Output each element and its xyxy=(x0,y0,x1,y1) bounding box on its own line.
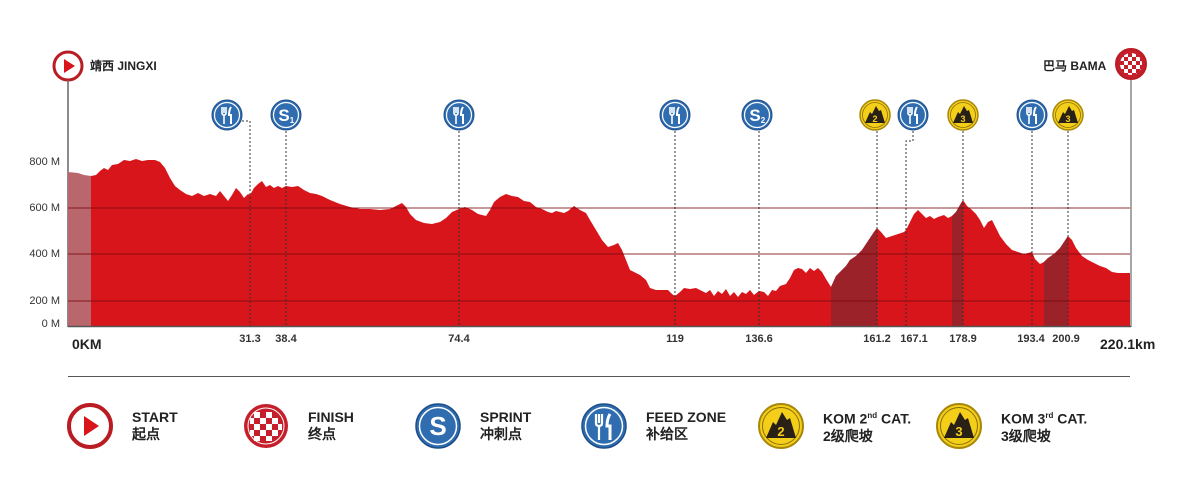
legend: START 起点 FINISH 终点 S SPRINT 冲刺点 xyxy=(66,398,1156,454)
sprint-s1-icon: S 1 xyxy=(270,99,302,131)
legend-kom2-cn: 2级爬坡 xyxy=(823,427,873,444)
svg-text:2: 2 xyxy=(777,424,784,439)
kom-2nd-cat-icon: 2 xyxy=(758,403,804,449)
climb-segment-kom2-161 xyxy=(831,228,877,326)
feed-zone-icon xyxy=(659,99,691,131)
kom-3rd-cat-icon: 3 xyxy=(947,99,979,131)
feed-zone-icon xyxy=(897,99,929,131)
legend-kom3-cn: 3级爬坡 xyxy=(1001,427,1051,444)
legend-kom3-en: KOM 3rd CAT. xyxy=(1001,410,1088,427)
x-marker-136: 136.6 xyxy=(745,333,773,345)
x-marker-167: 167.1 xyxy=(900,333,928,345)
feed-zone-icon xyxy=(1016,99,1048,131)
svg-text:S: S xyxy=(749,106,760,125)
feed-zone-icon xyxy=(211,99,243,131)
start-icon xyxy=(52,50,84,82)
neutral-zone xyxy=(68,172,91,326)
legend-feed-en: FEED ZONE xyxy=(646,409,727,425)
legend-finish-en: FINISH xyxy=(308,409,354,425)
x-marker-178: 178.9 xyxy=(949,333,977,345)
y-tick-400: 400 M xyxy=(29,248,60,260)
legend-kom-2nd: 2 KOM 2nd CAT. 2级爬坡 xyxy=(757,398,935,454)
x-marker-38: 38.4 xyxy=(275,333,297,345)
kom-3rd-cat-icon: 3 xyxy=(936,403,982,449)
svg-text:2: 2 xyxy=(761,116,766,125)
svg-text:S: S xyxy=(278,106,289,125)
svg-text:3: 3 xyxy=(1065,114,1070,124)
x-marker-31: 31.3 xyxy=(239,333,261,345)
legend-start-cn: 起点 xyxy=(132,426,160,442)
climb-segment-kom3-178 xyxy=(952,200,963,326)
x-marker-119: 119 xyxy=(666,333,684,345)
finish-flag-icon xyxy=(244,404,288,448)
x-end-label: 220.1km xyxy=(1100,336,1156,352)
legend-sprint: S SPRINT 冲刺点 xyxy=(414,398,580,454)
legend-divider xyxy=(68,376,1130,377)
svg-text:2: 2 xyxy=(872,114,877,124)
legend-start: START 起点 xyxy=(66,398,242,454)
legend-kom2-en: KOM 2nd CAT. xyxy=(823,410,912,427)
y-tick-0: 0 M xyxy=(41,318,60,330)
sprint-s2-icon: S 2 xyxy=(741,99,773,131)
climb-segment-kom3-200 xyxy=(1044,236,1068,326)
finish-flag-icon xyxy=(1115,48,1147,80)
legend-sprint-en: SPRINT xyxy=(480,409,532,425)
x-marker-193: 193.4 xyxy=(1017,333,1045,345)
svg-text:3: 3 xyxy=(960,114,965,124)
feed-zone-icon xyxy=(443,99,475,131)
kom-2nd-cat-icon: 2 xyxy=(859,99,891,131)
x-marker-74: 74.4 xyxy=(448,333,470,345)
svg-text:3: 3 xyxy=(955,424,962,439)
legend-finish-cn: 终点 xyxy=(308,426,336,442)
start-icon xyxy=(67,403,113,449)
elevation-profile-chart xyxy=(67,80,1132,328)
feed-zone-icon xyxy=(581,403,627,449)
x-marker-200: 200.9 xyxy=(1052,333,1080,345)
y-tick-600: 600 M xyxy=(29,202,60,214)
legend-kom-3rd: 3 KOM 3rd CAT. 3级爬坡 xyxy=(935,398,1125,454)
svg-text:1: 1 xyxy=(290,116,295,125)
legend-start-en: START xyxy=(132,409,178,425)
kom-3rd-cat-icon: 3 xyxy=(1052,99,1084,131)
svg-text:S: S xyxy=(429,411,446,441)
legend-feed-cn: 补给区 xyxy=(646,426,688,442)
legend-sprint-cn: 冲刺点 xyxy=(480,426,522,442)
finish-city-label: 巴马 BAMA xyxy=(1043,59,1107,73)
legend-finish: FINISH 终点 xyxy=(242,398,414,454)
legend-feed-zone: FEED ZONE 补给区 xyxy=(580,398,757,454)
start-city-label: 靖西 JINGXI xyxy=(90,59,157,73)
x-marker-161: 161.2 xyxy=(863,333,891,345)
x-start-label: 0KM xyxy=(72,336,102,352)
y-tick-200: 200 M xyxy=(29,295,60,307)
sprint-icon: S xyxy=(415,403,461,449)
y-tick-800: 800 M xyxy=(29,156,60,168)
